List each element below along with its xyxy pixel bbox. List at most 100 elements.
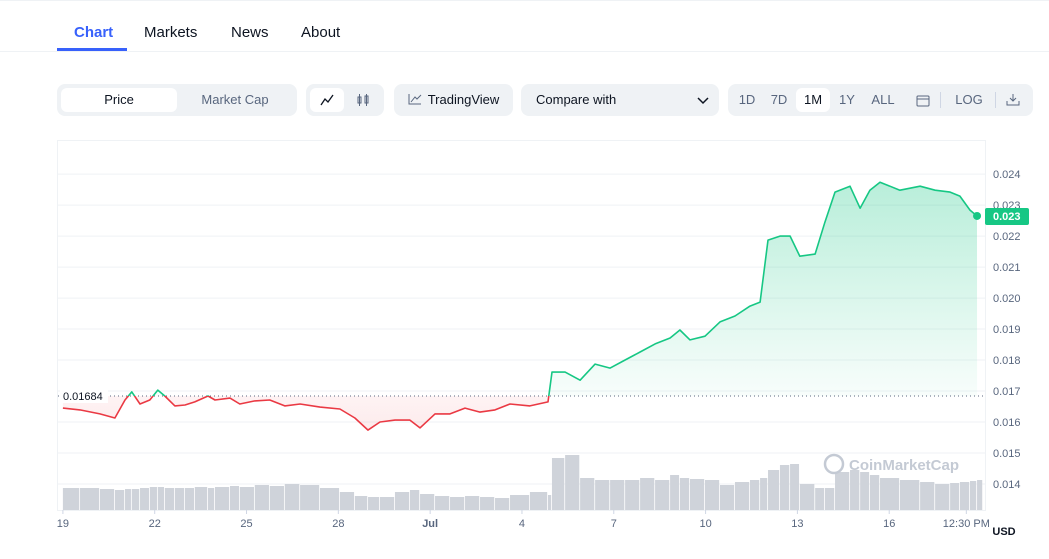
volume-bar bbox=[760, 478, 768, 510]
candle-icon bbox=[357, 94, 369, 106]
y-tick-label: 0.024 bbox=[993, 169, 1021, 181]
volume-bar bbox=[510, 495, 530, 510]
volume-bar bbox=[450, 497, 465, 510]
y-tick-label: 0.020 bbox=[993, 293, 1021, 305]
candle-chart-button[interactable] bbox=[346, 88, 380, 112]
x-tick-label: 10 bbox=[699, 518, 711, 530]
volume-bar bbox=[799, 484, 815, 510]
market-cap-button[interactable]: Market Cap bbox=[201, 92, 269, 107]
volume-bar bbox=[860, 472, 870, 510]
volume-bar bbox=[580, 478, 595, 510]
currency-label: USD bbox=[992, 526, 1015, 538]
price-area bbox=[62, 182, 978, 431]
volume-bar bbox=[300, 485, 320, 510]
x-tick-label: 16 bbox=[883, 518, 895, 530]
volume-bar bbox=[547, 495, 552, 510]
volume-bar bbox=[880, 478, 900, 510]
volume-bar bbox=[640, 478, 655, 510]
volume-bar bbox=[959, 482, 970, 510]
download-icon[interactable] bbox=[1006, 93, 1020, 106]
volume-bar bbox=[157, 487, 165, 510]
volume-bar bbox=[319, 488, 340, 510]
line-icon bbox=[320, 94, 334, 106]
tradingview-button[interactable]: TradingView bbox=[398, 88, 509, 112]
tab[interactable]: News bbox=[231, 24, 269, 41]
volume-bar bbox=[790, 464, 800, 510]
volume-bar bbox=[565, 455, 580, 510]
compare-label: Compare with bbox=[536, 92, 617, 107]
volume-bar bbox=[254, 485, 269, 510]
reference-label: 0.01684 bbox=[63, 391, 103, 403]
range-button[interactable]: 1D bbox=[738, 92, 756, 107]
volume-bar bbox=[420, 494, 435, 510]
volume-bar bbox=[435, 496, 450, 510]
x-tick-label: 28 bbox=[332, 518, 344, 530]
tv-icon bbox=[408, 94, 422, 105]
chevron-icon bbox=[697, 97, 709, 105]
volume-bar bbox=[339, 492, 355, 510]
volume-bar bbox=[734, 482, 750, 510]
volume-bar bbox=[719, 485, 735, 510]
tab[interactable]: Markets bbox=[144, 24, 198, 41]
volume-bar bbox=[194, 487, 208, 510]
x-tick-label: 22 bbox=[149, 518, 161, 530]
volume-bar bbox=[679, 478, 690, 510]
volume-bar bbox=[164, 488, 175, 510]
y-tick-label: 0.019 bbox=[993, 324, 1021, 336]
range-button[interactable]: 1M bbox=[796, 88, 830, 112]
compare-select[interactable]: Compare with bbox=[521, 84, 719, 116]
volume-bar bbox=[465, 496, 480, 510]
volume-bar bbox=[835, 472, 850, 510]
volume-bar bbox=[62, 488, 80, 510]
volume-bar bbox=[149, 487, 157, 510]
tab[interactable]: Chart bbox=[74, 24, 114, 41]
volume-bar bbox=[354, 496, 368, 510]
volume-bar bbox=[824, 488, 835, 510]
volume-bar bbox=[655, 480, 670, 510]
price-button[interactable]: Price bbox=[61, 88, 177, 112]
y-tick-label: 0.017 bbox=[993, 386, 1021, 398]
x-tick-label: 13 bbox=[791, 518, 803, 530]
separator bbox=[940, 92, 941, 108]
range-button[interactable]: 1Y bbox=[839, 92, 855, 107]
range-button[interactable]: 7D bbox=[770, 92, 788, 107]
y-tick-label: 0.014 bbox=[993, 479, 1021, 491]
line-chart-button[interactable] bbox=[310, 88, 344, 112]
volume-bar bbox=[409, 490, 420, 510]
volume-bar bbox=[815, 488, 825, 510]
y-tick-label: 0.021 bbox=[993, 262, 1021, 274]
volume-bar bbox=[185, 488, 195, 510]
volume-bar bbox=[704, 480, 720, 510]
volume-bar bbox=[920, 482, 935, 510]
volume-bar bbox=[131, 489, 140, 510]
volume-bar bbox=[480, 497, 495, 510]
volume-bar bbox=[670, 475, 680, 510]
volume-bar bbox=[869, 475, 880, 510]
volume-bar bbox=[174, 488, 185, 510]
reference-label-bg bbox=[60, 387, 108, 403]
volume-bar bbox=[394, 492, 410, 510]
volume-bar bbox=[80, 488, 100, 510]
price-toggle: Price Market Cap bbox=[57, 84, 297, 116]
y-tick-label: 0.023 bbox=[993, 200, 1021, 212]
chart-type-toggle bbox=[306, 84, 384, 116]
volume-bar bbox=[610, 480, 625, 510]
tab[interactable]: About bbox=[301, 24, 341, 41]
y-tick-label: 0.016 bbox=[993, 417, 1021, 429]
watermark-logo bbox=[823, 453, 845, 475]
volume-bar bbox=[935, 484, 950, 510]
calendar-icon[interactable] bbox=[916, 94, 930, 107]
chart-frame bbox=[57, 140, 986, 511]
current-dot bbox=[973, 211, 982, 220]
x-tick-label: 25 bbox=[240, 518, 252, 530]
range-button[interactable]: ALL bbox=[871, 92, 895, 107]
log-button[interactable]: LOG bbox=[955, 92, 983, 107]
x-tick-label: 12:30 PM bbox=[943, 518, 990, 530]
current-tag bbox=[985, 207, 1029, 225]
x-tick-label: 7 bbox=[611, 518, 617, 530]
range-group: LOG 1D 7D 1M 1Y ALL bbox=[728, 84, 1033, 116]
volume-bar bbox=[214, 487, 230, 510]
volume-bar bbox=[950, 483, 960, 510]
volume-bar bbox=[970, 481, 977, 510]
